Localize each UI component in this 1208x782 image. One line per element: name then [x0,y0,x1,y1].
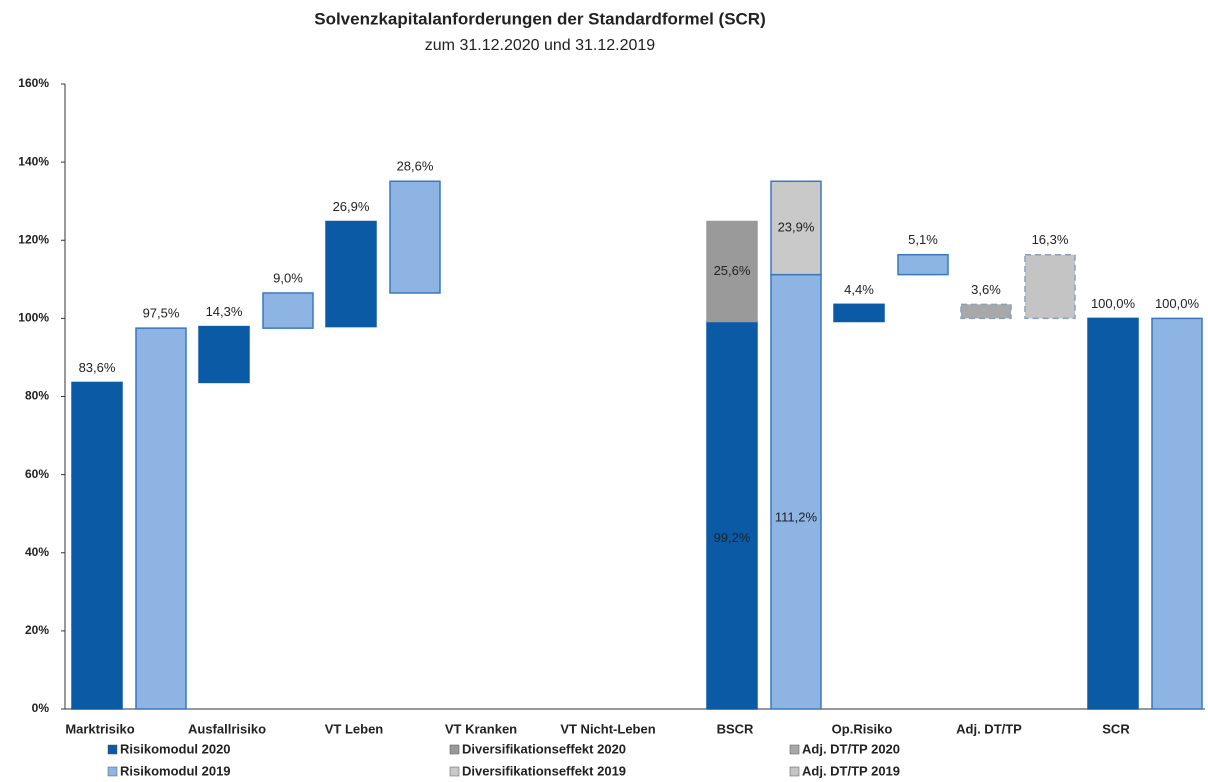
bar [770,180,822,276]
bar [1087,317,1139,710]
legend-swatch [107,744,118,755]
legend-swatch [449,744,460,755]
legend-swatch [789,744,800,755]
value-label: 25,6% [714,263,751,278]
value-label: 9,0% [273,270,303,285]
legend-swatch [107,766,118,777]
value-label: 97,5% [143,306,180,321]
bar [1151,317,1203,710]
bar [198,325,250,384]
x-tick-label: VT Kranken [445,721,517,736]
value-label: 111,2% [775,509,818,524]
value-label: 23,9% [778,219,815,234]
chart-title: Solvenzkapitalanforderungen der Standard… [314,9,766,28]
legend-swatch [789,766,800,777]
x-tick-label: VT Nicht-Leben [560,721,655,736]
value-label: 100,0% [1155,296,1200,311]
bar [770,273,822,710]
chart-subtitle: zum 31.12.2020 und 31.12.2019 [425,37,656,54]
bar [897,253,949,276]
value-label: 83,6% [79,360,116,375]
legend-label: Adj. DT/TP 2019 [802,763,900,778]
value-label: 26,9% [333,199,370,214]
y-tick-label: 80% [25,389,49,403]
x-tick-label: Marktrisiko [65,721,134,736]
y-tick-label: 120% [18,232,49,246]
legend-label: Diversifikationseffekt 2020 [462,741,626,756]
value-label: 4,4% [844,282,874,297]
legend-label: Risikomodul 2020 [120,741,231,756]
legend-label: Risikomodul 2019 [120,763,231,778]
value-label: 14,3% [206,304,243,319]
value-label: 28,6% [397,159,434,174]
value-label: 100,0% [1091,296,1136,311]
bar [706,320,758,710]
x-tick-label: Adj. DT/TP [956,721,1022,736]
x-tick-label: Ausfallrisiko [188,721,266,736]
y-tick-label: 140% [18,154,49,168]
y-tick-label: 60% [25,467,49,481]
x-tick-label: SCR [1102,721,1130,736]
value-label: 99,2% [714,530,751,545]
y-tick-label: 20% [25,623,49,637]
bar [325,220,377,328]
bar [71,381,123,710]
legend-label: Diversifikationseffekt 2019 [462,763,626,778]
bar [833,303,885,323]
legend-label: Adj. DT/TP 2020 [802,741,900,756]
bar [706,220,758,323]
y-tick-label: 0% [32,701,50,715]
y-tick-label: 100% [18,311,49,325]
value-label: 5,1% [908,232,938,247]
bar [1024,253,1076,320]
y-tick-label: 40% [25,545,49,559]
value-label: 16,3% [1032,232,1069,247]
x-tick-label: Op.Risiko [832,721,893,736]
legend-swatch [449,766,460,777]
bar [960,303,1012,320]
x-tick-label: VT Leben [325,721,384,736]
value-label: 3,6% [971,282,1001,297]
x-tick-label: BSCR [717,721,754,736]
bar [262,292,314,329]
bar [135,327,187,710]
y-tick-label: 160% [18,76,49,90]
bar [389,180,441,294]
